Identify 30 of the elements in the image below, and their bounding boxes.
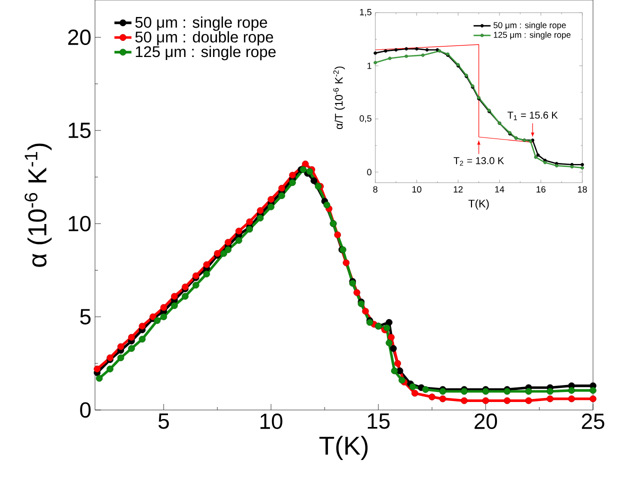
x-tick-label: 20 [474, 414, 497, 430]
y-tick-label: 0 [80, 402, 91, 418]
y-axis-title: α (10$^{-6}$ K$^{-1}$) [24, 144, 52, 267]
annotation: T$_{2}$ = 13.0 K [454, 157, 504, 166]
y-tick-label: 10 [68, 216, 91, 232]
x-tick-label: 25 [582, 414, 604, 430]
x-tick-label: 18 [578, 186, 587, 193]
x-tick-label: 8 [373, 186, 378, 193]
x-tick-label: 10 [260, 414, 282, 430]
x-tick-label: 5 [158, 414, 169, 429]
y-axis-title: α/T (10$^{-6}$ K$^{-2}$) [333, 66, 345, 130]
y-tick-label: 15 [68, 122, 91, 138]
y-tick-label: 1 [367, 62, 372, 69]
x-tick-label: 12 [454, 186, 463, 192]
x-tick-label: 10 [412, 186, 422, 193]
annotation: T$_{1}$ = 15.6 K [508, 112, 558, 120]
y-tick-label: 0,5 [360, 115, 372, 123]
y-tick-label: 0 [367, 168, 372, 176]
legend-label: 50 μm : single rope [135, 16, 268, 31]
legend-label: 125 μm : single rope [494, 32, 571, 40]
y-tick-label: 1,5 [360, 9, 372, 16]
legend-label: 125 μm : single rope [136, 46, 276, 60]
legend-label: 50 μm : double rope [135, 31, 274, 46]
x-tick-label: 16 [536, 186, 546, 193]
x-axis-title: T(K) [319, 436, 368, 460]
legend-label: 50 μm : single rope [494, 22, 566, 30]
y-tick-label: 5 [80, 309, 91, 324]
y-tick-label: 20 [68, 30, 91, 46]
x-tick-label: 14 [495, 186, 504, 192]
x-axis-title: T(K) [468, 199, 489, 210]
